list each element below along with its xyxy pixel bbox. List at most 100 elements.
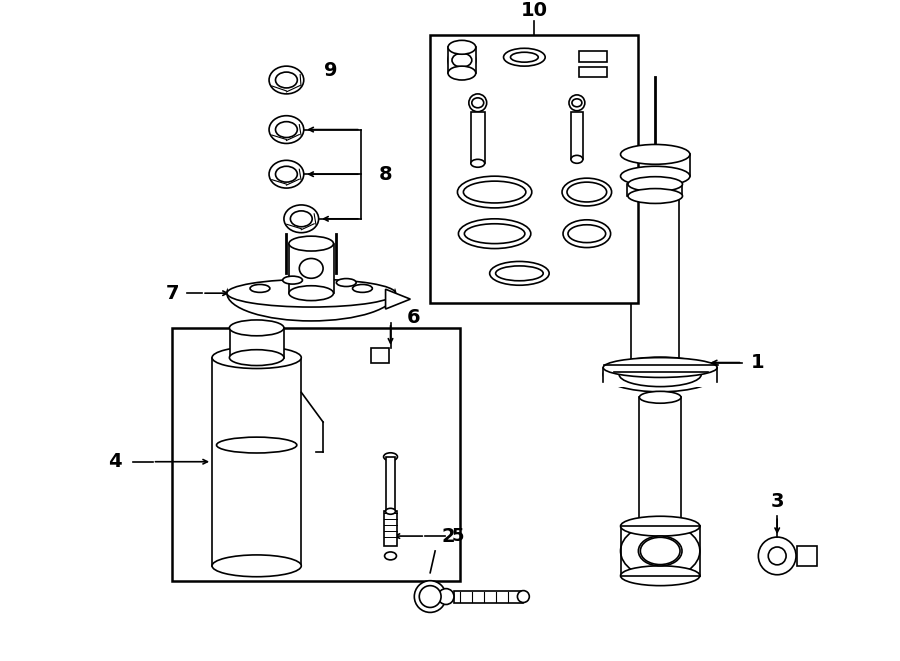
Ellipse shape [503,48,545,66]
Bar [579,67,607,77]
Ellipse shape [448,40,476,54]
Ellipse shape [641,537,680,564]
Ellipse shape [227,280,395,307]
Ellipse shape [620,524,700,578]
Ellipse shape [628,188,682,204]
Ellipse shape [227,266,395,321]
Bar [571,112,583,159]
Ellipse shape [603,357,717,392]
Bar [632,196,679,375]
Ellipse shape [230,350,284,366]
Text: 10: 10 [521,1,548,20]
Ellipse shape [569,95,585,111]
Ellipse shape [568,225,606,243]
Ellipse shape [353,284,373,292]
Ellipse shape [510,52,538,62]
Text: 7: 7 [166,284,179,303]
Bar [290,244,334,293]
Ellipse shape [289,236,334,251]
Ellipse shape [639,520,681,532]
Ellipse shape [269,161,304,188]
Bar [603,368,722,387]
Bar [797,546,817,566]
Ellipse shape [452,54,472,67]
Ellipse shape [620,145,690,165]
Bar [448,48,476,73]
Ellipse shape [620,516,700,536]
Bar [430,36,638,303]
Ellipse shape [217,437,297,453]
Ellipse shape [563,220,610,248]
Ellipse shape [620,167,690,186]
Bar [212,358,302,566]
Ellipse shape [518,591,529,603]
Bar [454,591,524,603]
Ellipse shape [496,266,544,281]
Bar [627,184,682,196]
Ellipse shape [289,286,334,301]
Ellipse shape [620,566,700,586]
Text: 6: 6 [407,309,420,327]
Ellipse shape [269,116,304,143]
Ellipse shape [603,358,717,377]
Ellipse shape [632,189,679,203]
Ellipse shape [490,262,549,286]
Ellipse shape [562,178,612,206]
Ellipse shape [300,258,323,278]
Ellipse shape [275,122,297,137]
Ellipse shape [385,508,395,514]
Bar [230,328,284,358]
Ellipse shape [448,46,476,74]
Bar [383,512,398,546]
Ellipse shape [291,211,312,227]
Ellipse shape [414,581,446,613]
Ellipse shape [419,586,441,607]
Ellipse shape [769,547,786,565]
Text: 2: 2 [441,527,454,545]
Ellipse shape [438,589,454,605]
Text: 1: 1 [751,353,764,372]
Ellipse shape [759,537,796,575]
Ellipse shape [384,552,397,560]
Text: 9: 9 [324,61,338,79]
Text: 5: 5 [452,527,464,545]
Bar [385,457,395,512]
Ellipse shape [472,98,483,108]
Ellipse shape [457,176,532,208]
Ellipse shape [464,181,526,203]
Bar [173,328,460,581]
Bar [620,155,690,176]
Ellipse shape [469,94,487,112]
Ellipse shape [269,66,304,94]
Ellipse shape [250,284,270,292]
Ellipse shape [464,224,525,244]
Ellipse shape [619,362,701,387]
Ellipse shape [227,258,395,313]
Ellipse shape [458,219,531,249]
Text: 3: 3 [770,492,784,511]
Ellipse shape [230,320,284,336]
Ellipse shape [284,205,319,233]
Ellipse shape [471,159,485,167]
Ellipse shape [572,99,582,107]
Bar [371,348,389,363]
Text: 4: 4 [108,452,122,471]
Ellipse shape [212,555,302,577]
Bar [471,112,485,163]
Ellipse shape [283,276,302,284]
Ellipse shape [383,453,398,461]
Bar [639,397,681,526]
Ellipse shape [337,278,356,286]
Ellipse shape [275,72,297,88]
Text: 8: 8 [379,165,392,184]
Bar [579,52,607,62]
Ellipse shape [632,368,679,381]
Ellipse shape [639,391,681,403]
Ellipse shape [628,176,682,192]
Ellipse shape [571,155,583,163]
Bar [620,526,700,576]
Ellipse shape [567,182,607,202]
Polygon shape [385,290,410,309]
Ellipse shape [212,347,302,369]
Ellipse shape [638,536,682,566]
